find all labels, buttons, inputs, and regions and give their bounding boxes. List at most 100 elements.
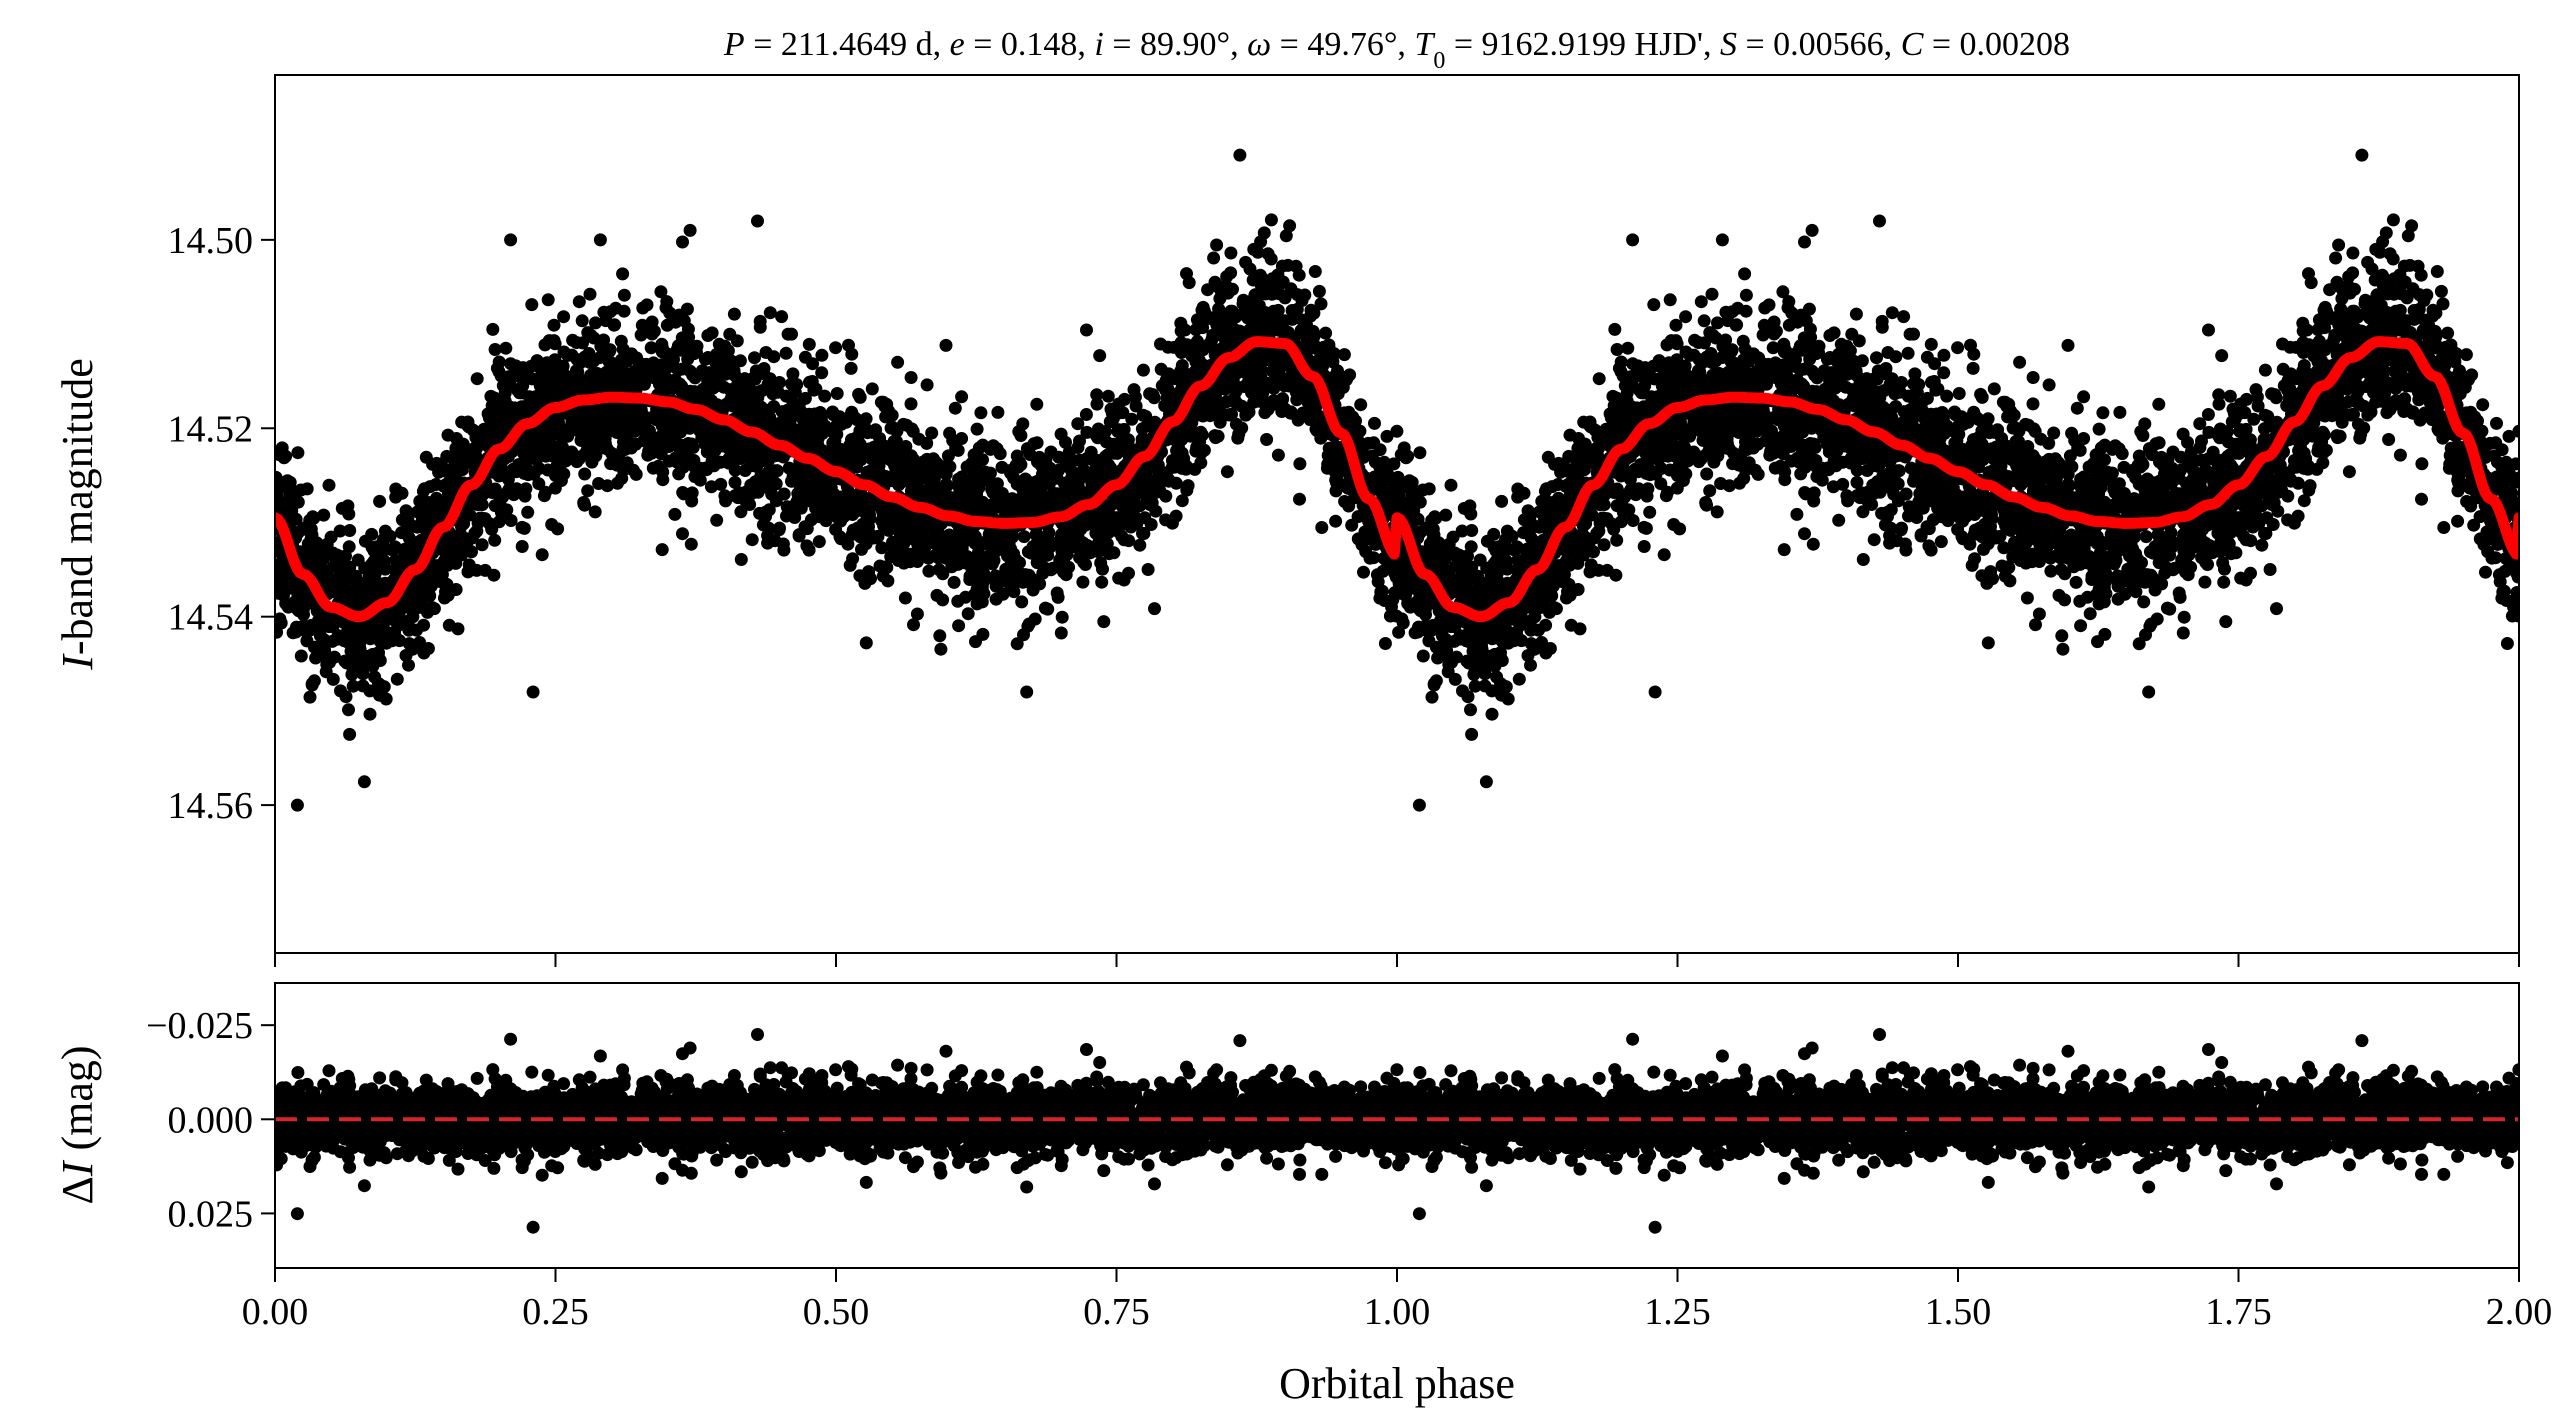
- observation-point: [656, 465, 670, 479]
- observation-point: [291, 446, 305, 460]
- observation-point: [541, 363, 555, 377]
- observation-point: [497, 488, 511, 502]
- observation-point: [833, 410, 847, 424]
- observation-point: [897, 556, 911, 570]
- observation-point: [1154, 362, 1168, 376]
- observation-point: [779, 389, 793, 403]
- observation-point: [1159, 374, 1173, 388]
- observation-point: [1040, 490, 1054, 504]
- observation-point: [1208, 429, 1222, 443]
- observation-point: [593, 368, 607, 382]
- observation-point: [556, 440, 569, 454]
- observation-point: [585, 434, 599, 447]
- observation-point: [844, 361, 858, 375]
- observation-point: [781, 327, 795, 341]
- observation-point: [509, 465, 523, 479]
- observation-point: [1265, 322, 1279, 336]
- observation-point: [926, 452, 940, 466]
- observation-point: [1300, 318, 1314, 332]
- observation-point: [882, 523, 896, 537]
- observation-point: [1987, 382, 2001, 396]
- observation-point: [855, 542, 868, 556]
- observation-point: [886, 535, 899, 549]
- observation-point: [939, 338, 953, 352]
- observation-point: [546, 449, 560, 463]
- observation-point: [1073, 519, 1087, 533]
- observation-point: [1100, 509, 1114, 523]
- observation-point: [910, 607, 924, 621]
- observation-point: [933, 629, 947, 643]
- observation-point: [768, 534, 782, 548]
- observation-point: [1128, 390, 1142, 404]
- observation-point: [946, 434, 960, 447]
- observation-point: [1146, 388, 1160, 402]
- observation-point: [804, 438, 818, 452]
- observation-point: [1090, 397, 1104, 411]
- observation-point: [541, 293, 555, 307]
- observation-point: [1196, 300, 1210, 314]
- observation-point: [1981, 636, 1995, 650]
- observation-point: [613, 358, 627, 372]
- observation-point: [1264, 252, 1278, 266]
- observation-point: [1325, 450, 1339, 464]
- observation-point: [1020, 685, 1034, 699]
- observation-point: [581, 484, 595, 498]
- observation-point: [1265, 364, 1279, 378]
- observation-point: [629, 467, 643, 481]
- observation-point: [1054, 626, 1068, 640]
- observation-point: [899, 459, 913, 473]
- observation-point: [909, 480, 923, 494]
- observation-point: [2386, 213, 2400, 227]
- observation-point: [995, 487, 1009, 500]
- observation-point: [1210, 238, 1224, 252]
- observation-point: [317, 508, 331, 522]
- observation-point: [744, 408, 758, 421]
- observation-point: [748, 351, 761, 365]
- observation-point: [1302, 404, 1316, 418]
- observation-point: [721, 344, 735, 358]
- observation-point: [494, 505, 508, 519]
- observation-point: [1080, 425, 1094, 439]
- observation-point: [375, 540, 389, 554]
- observation-point: [1285, 304, 1299, 317]
- observation-point: [672, 309, 685, 323]
- observation-point: [1010, 637, 1024, 651]
- observation-point: [828, 434, 842, 448]
- observation-point: [876, 507, 890, 521]
- observation-point: [744, 478, 758, 492]
- observation-point: [516, 379, 530, 393]
- observation-point: [1224, 266, 1238, 280]
- observation-point: [990, 442, 1004, 456]
- observation-point: [1007, 585, 1021, 599]
- observation-point: [1212, 302, 1226, 316]
- observation-point: [1281, 258, 1295, 272]
- observation-point: [2255, 538, 2269, 552]
- observation-point: [609, 301, 623, 315]
- observation-point: [819, 503, 833, 517]
- observation-point: [1065, 464, 1079, 478]
- observation-point: [1271, 448, 1285, 462]
- observation-point: [597, 333, 611, 347]
- observation-point: [532, 477, 546, 491]
- observation-point: [1106, 412, 1120, 426]
- observation-point: [1059, 435, 1072, 449]
- observation-point: [822, 483, 836, 497]
- observation-point: [1292, 268, 1306, 282]
- observation-point: [525, 298, 539, 312]
- observation-point: [1020, 442, 1034, 456]
- observation-point: [802, 543, 816, 557]
- observation-point: [495, 421, 509, 435]
- observation-point: [1017, 530, 1031, 544]
- observation-point: [745, 533, 759, 547]
- observation-point: [578, 467, 592, 481]
- observation-point: [1495, 494, 1509, 508]
- observation-point: [685, 437, 699, 451]
- observation-point: [878, 399, 892, 413]
- observation-point: [1637, 540, 1651, 553]
- observation-point: [488, 533, 502, 547]
- observation-point: [753, 506, 767, 520]
- observation-point: [1278, 290, 1292, 304]
- observation-point: [1159, 513, 1173, 527]
- observation-point: [542, 334, 556, 348]
- observation-point: [305, 678, 319, 692]
